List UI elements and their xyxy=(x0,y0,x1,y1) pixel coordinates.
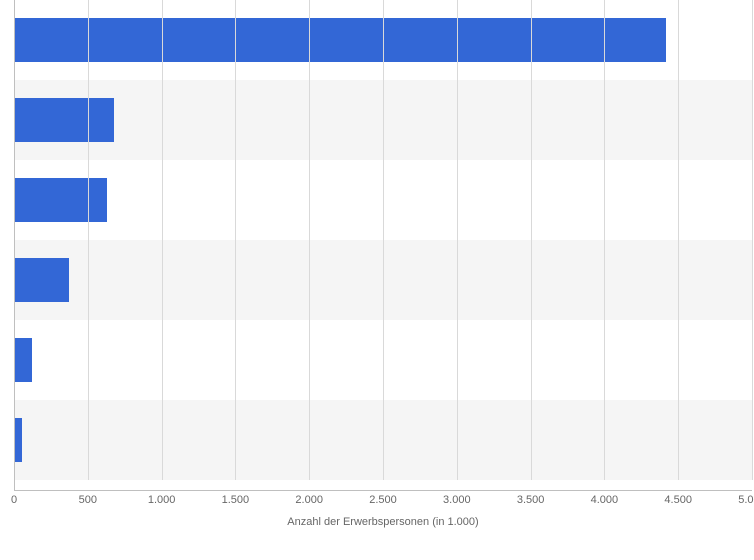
x-tick-label: 2.500 xyxy=(369,494,397,506)
x-tick-label: 2.000 xyxy=(295,494,323,506)
gridline xyxy=(162,0,163,480)
gridline xyxy=(235,0,236,480)
x-tick-label: 3.500 xyxy=(517,494,545,506)
x-axis-line xyxy=(14,490,752,491)
chart-bar xyxy=(14,18,666,62)
gridline xyxy=(604,0,605,480)
gridline xyxy=(457,0,458,480)
chart-bar xyxy=(14,418,22,462)
gridline xyxy=(309,0,310,480)
x-tick-label: 5.000 xyxy=(738,494,754,506)
gridline xyxy=(752,0,753,480)
x-tick-label: 500 xyxy=(79,494,97,506)
x-axis-title: Anzahl der Erwerbspersonen (in 1.000) xyxy=(14,516,752,528)
x-tick-label: 1.500 xyxy=(222,494,250,506)
chart-bar xyxy=(14,98,114,142)
chart-bar xyxy=(14,338,32,382)
x-tick-label: 1.000 xyxy=(148,494,176,506)
gridline xyxy=(88,0,89,480)
x-tick-label: 4.500 xyxy=(664,494,692,506)
x-tick-label: 3.000 xyxy=(443,494,471,506)
chart-container: 0 500 1.000 1.500 2.000 2.500 3.000 3.500 4.000 4… xyxy=(14,0,752,505)
y-axis-line xyxy=(14,0,15,490)
gridline xyxy=(531,0,532,480)
gridline xyxy=(383,0,384,480)
chart-bar xyxy=(14,178,107,222)
x-tick-label: 0 xyxy=(11,494,17,506)
gridline xyxy=(678,0,679,480)
x-tick-label: 4.000 xyxy=(591,494,619,506)
chart-bar xyxy=(14,258,69,302)
